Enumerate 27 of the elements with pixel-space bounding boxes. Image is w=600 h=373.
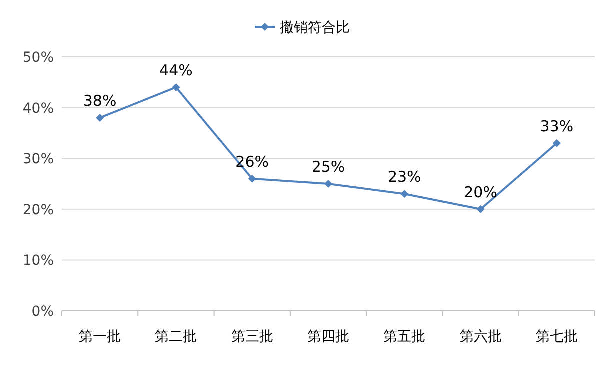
point <box>400 190 409 198</box>
y-tick-label: 10% <box>22 253 54 270</box>
point <box>324 180 332 188</box>
x-tick-label: 第四批 <box>308 329 350 345</box>
text: 23% <box>388 168 422 186</box>
text: 44% <box>160 61 193 80</box>
point <box>172 83 180 92</box>
point <box>96 114 104 122</box>
point <box>476 205 485 214</box>
text: 38% <box>83 92 117 110</box>
text: 20% <box>464 183 498 202</box>
point <box>248 174 256 183</box>
y-tick-label: 0% <box>32 304 54 320</box>
y-tick-label: 50% <box>22 50 54 66</box>
legend-label: 撤销符合比 <box>280 20 350 36</box>
x-tick-label: 第七批 <box>536 329 578 345</box>
point <box>552 139 561 148</box>
text: 25% <box>312 158 346 176</box>
x-tick-label: 第一批 <box>79 329 122 345</box>
x-tick-label: 第二批 <box>155 329 198 345</box>
x-tick-label: 第六批 <box>460 329 502 345</box>
x-tick-label: 第三批 <box>231 329 274 345</box>
y-tick-label: 30% <box>22 152 54 168</box>
y-tick-label: 20% <box>22 202 54 218</box>
y-tick-label: 40% <box>22 100 54 117</box>
x-tick-label: 第五批 <box>384 329 426 345</box>
text: 33% <box>540 117 574 136</box>
